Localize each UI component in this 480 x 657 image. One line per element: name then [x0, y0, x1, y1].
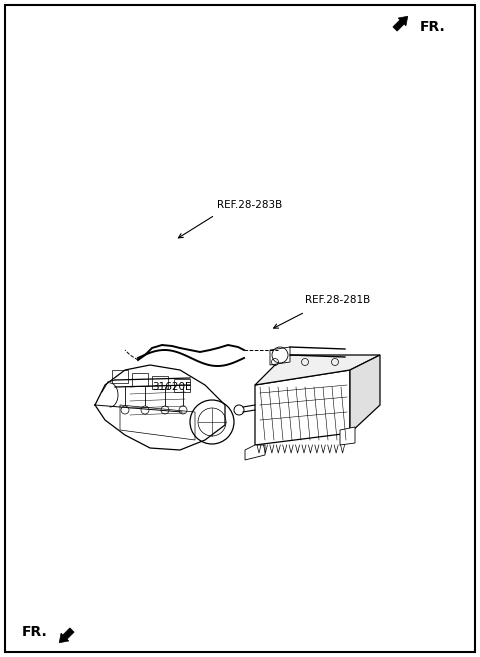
- Text: FR.: FR.: [420, 20, 446, 34]
- Polygon shape: [270, 347, 290, 365]
- Text: 31620E: 31620E: [152, 382, 192, 392]
- Polygon shape: [350, 355, 380, 433]
- Polygon shape: [255, 355, 380, 385]
- Polygon shape: [245, 445, 265, 460]
- Text: REF.28-283B: REF.28-283B: [217, 200, 282, 210]
- Polygon shape: [340, 427, 355, 445]
- Text: FR.: FR.: [22, 625, 48, 639]
- Polygon shape: [393, 16, 408, 31]
- Text: REF.28-281B: REF.28-281B: [305, 295, 370, 305]
- Polygon shape: [255, 370, 350, 445]
- Polygon shape: [59, 628, 74, 643]
